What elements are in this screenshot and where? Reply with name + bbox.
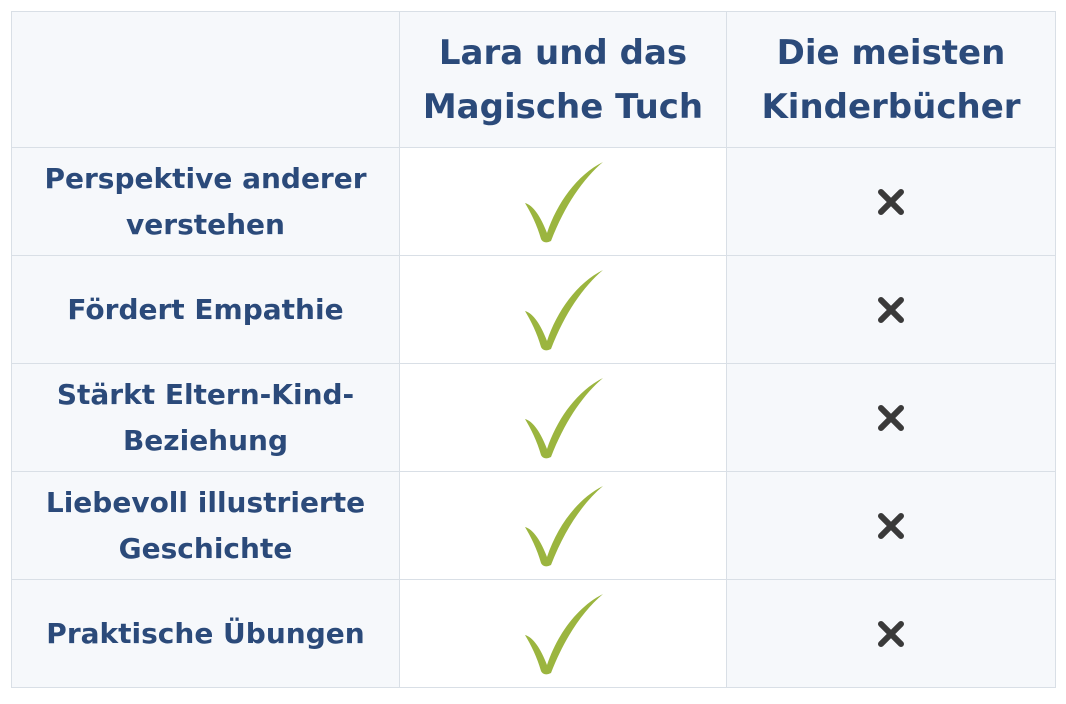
feature-label: Perspektive anderer verstehen xyxy=(44,161,367,241)
header-row: Lara und das Magische Tuch Die meisten K… xyxy=(11,11,1056,148)
check-icon xyxy=(525,593,603,674)
check-icon xyxy=(525,161,603,242)
feature-cell: Fördert Empathie xyxy=(11,255,400,364)
lara-cell xyxy=(399,471,727,580)
lara-cell xyxy=(399,147,727,256)
table-row: Fördert Empathie xyxy=(11,255,1056,364)
feature-label: Liebevoll illustrierte Geschichte xyxy=(45,485,366,565)
feature-cell: Perspektive anderer verstehen xyxy=(11,147,400,256)
lara-cell xyxy=(399,579,727,688)
cross-icon xyxy=(878,512,904,539)
table-row: Praktische Übungen xyxy=(11,579,1056,688)
table-row: Stärkt Eltern-Kind-Beziehung xyxy=(11,363,1056,472)
header-lara-cell: Lara und das Magische Tuch xyxy=(399,11,727,148)
lara-cell xyxy=(399,363,727,472)
header-lara-label: Lara und das Magische Tuch xyxy=(422,32,704,127)
header-empty-cell xyxy=(11,11,400,148)
others-cell xyxy=(726,255,1056,364)
others-cell xyxy=(726,471,1056,580)
header-others-label: Die meisten Kinderbücher xyxy=(761,32,1021,127)
header-others-cell: Die meisten Kinderbücher xyxy=(726,11,1056,148)
feature-label: Praktische Übungen xyxy=(46,616,365,650)
cross-icon xyxy=(878,620,904,647)
others-cell xyxy=(726,147,1056,256)
others-cell xyxy=(726,363,1056,472)
table-row: Perspektive anderer verstehen xyxy=(11,147,1056,256)
comparison-table: Lara und das Magische Tuch Die meisten K… xyxy=(11,11,1056,688)
check-icon xyxy=(525,269,603,350)
table-row: Liebevoll illustrierte Geschichte xyxy=(11,471,1056,580)
feature-label: Stärkt Eltern-Kind-Beziehung xyxy=(56,377,355,457)
feature-cell: Stärkt Eltern-Kind-Beziehung xyxy=(11,363,400,472)
feature-cell: Liebevoll illustrierte Geschichte xyxy=(11,471,400,580)
cross-icon xyxy=(878,404,904,431)
comparison-table-container: Lara und das Magische Tuch Die meisten K… xyxy=(11,11,1056,693)
check-icon xyxy=(525,377,603,458)
lara-cell xyxy=(399,255,727,364)
feature-label: Fördert Empathie xyxy=(67,292,344,326)
check-icon xyxy=(525,485,603,566)
feature-cell: Praktische Übungen xyxy=(11,579,400,688)
others-cell xyxy=(726,579,1056,688)
cross-icon xyxy=(878,188,904,215)
cross-icon xyxy=(878,296,904,323)
